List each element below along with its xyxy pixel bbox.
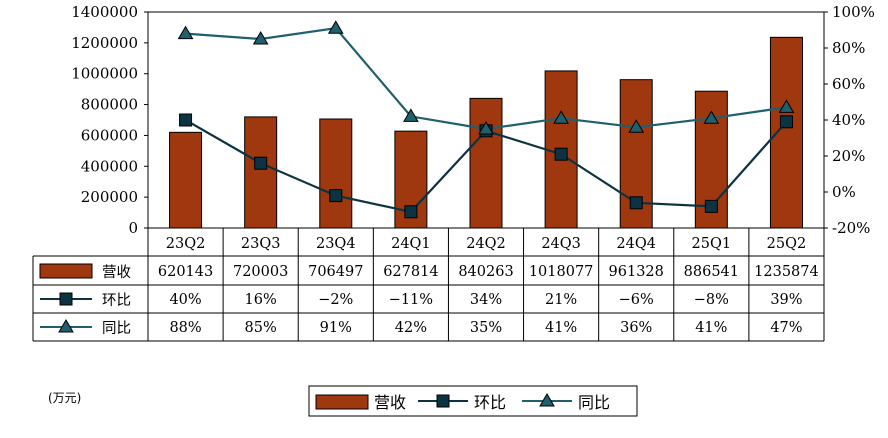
- y-right-tick-label: 80%: [832, 39, 865, 57]
- table-value: 41%: [545, 320, 577, 336]
- y-right-tick-label: 20%: [832, 147, 865, 165]
- x-tick-label: 24Q1: [391, 236, 431, 252]
- x-tick-label: 25Q2: [767, 236, 807, 252]
- table-key-label: 营收: [102, 264, 131, 281]
- qoq-marker: [554, 147, 568, 161]
- table-value: 85%: [245, 320, 277, 336]
- x-tick-label: 24Q4: [616, 236, 656, 252]
- table-value: 35%: [470, 320, 502, 336]
- table-value: 41%: [695, 320, 727, 336]
- qoq-marker: [254, 156, 268, 170]
- y-left-tick-label: 1400000: [71, 3, 138, 21]
- table-value: 961328: [609, 264, 664, 280]
- y-left-tick-label: 1200000: [71, 34, 138, 52]
- yoy-marker: [252, 31, 269, 45]
- table-key-label: 同比: [102, 320, 131, 337]
- table-value: 840263: [458, 264, 513, 280]
- table-value: 91%: [320, 320, 352, 336]
- table-value: 16%: [245, 292, 277, 308]
- qoq-marker: [404, 205, 418, 219]
- revenue-bar: [244, 116, 278, 229]
- revenue-bar: [769, 36, 803, 229]
- table-value: 1018077: [529, 264, 594, 280]
- revenue-bar: [544, 70, 578, 229]
- revenue-bar: [469, 97, 503, 229]
- table-value: 886541: [684, 264, 739, 280]
- table-value: 627814: [383, 264, 438, 280]
- y-left-tick-label: 400000: [81, 157, 138, 175]
- y-left-tick-label: 200000: [81, 188, 138, 206]
- qoq-marker: [629, 196, 643, 210]
- table-value: −8%: [694, 292, 729, 308]
- yoy-marker: [403, 108, 419, 122]
- table-key-qoq-marker: [59, 292, 73, 306]
- legend-key-qoq-marker: [436, 394, 450, 408]
- yoy-marker: [478, 121, 494, 135]
- table-value: 39%: [770, 292, 802, 308]
- table-value: −2%: [318, 292, 353, 308]
- legend-label-yoy: 同比: [578, 393, 610, 412]
- qoq-marker: [704, 199, 718, 213]
- revenue-bar: [319, 118, 353, 229]
- x-tick-label: 23Q3: [241, 236, 281, 252]
- table-key-yoy-marker: [58, 319, 74, 333]
- unit-label: (万元): [48, 391, 82, 405]
- qoq-marker: [179, 113, 193, 127]
- table-key-label: 环比: [102, 292, 131, 309]
- table-value: −11%: [389, 292, 433, 308]
- x-tick-label: 24Q3: [541, 236, 581, 252]
- qoq-marker: [329, 189, 343, 203]
- yoy-marker: [628, 119, 645, 133]
- y-right-tick-label: 40%: [832, 111, 865, 129]
- x-tick-label: 23Q2: [166, 236, 206, 252]
- legend-label-qoq: 环比: [474, 393, 506, 412]
- table-value: 720003: [233, 264, 288, 280]
- table-value: 40%: [169, 292, 201, 308]
- y-right-tick-label: 0%: [832, 183, 856, 201]
- table-value: −6%: [619, 292, 654, 308]
- table-value: 47%: [770, 320, 802, 336]
- y-left-tick-label: 600000: [81, 126, 138, 144]
- legend-key-revenue: [315, 394, 369, 410]
- table-value: 21%: [545, 292, 577, 308]
- yoy-marker: [778, 99, 795, 113]
- table-value: 1235874: [754, 264, 819, 280]
- yoy-marker: [327, 20, 344, 34]
- table-value: 620143: [158, 264, 213, 280]
- y-right-tick-label: 100%: [832, 3, 875, 21]
- qoq-marker: [779, 115, 793, 129]
- table-key-revenue: [39, 263, 93, 279]
- yoy-marker: [703, 110, 720, 124]
- legend-key-yoy-marker: [539, 393, 555, 407]
- y-right-tick-label: 60%: [832, 75, 865, 93]
- y-left-tick-label: 0: [128, 219, 138, 237]
- x-tick-label: 24Q2: [466, 236, 506, 252]
- table-value: 42%: [395, 320, 427, 336]
- y-left-tick-label: 1000000: [71, 65, 138, 83]
- table-value: 706497: [308, 264, 363, 280]
- y-right-tick-label: -20%: [832, 219, 870, 237]
- y-left-tick-label: 800000: [81, 96, 138, 114]
- legend-label-revenue: 营收: [374, 393, 406, 412]
- revenue-bar: [169, 131, 203, 229]
- table-value: 34%: [470, 292, 502, 308]
- table-value: 36%: [620, 320, 652, 336]
- x-tick-label: 23Q4: [316, 236, 356, 252]
- x-tick-label: 25Q1: [692, 236, 732, 252]
- table-value: 88%: [169, 320, 201, 336]
- yoy-marker: [177, 25, 194, 40]
- yoy-marker: [553, 110, 569, 124]
